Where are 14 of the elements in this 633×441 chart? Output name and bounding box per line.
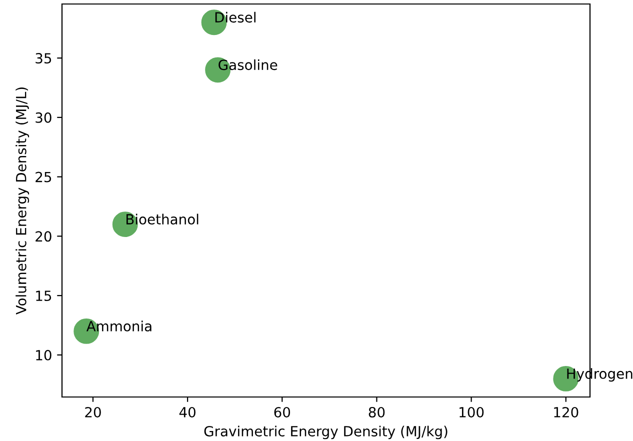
y-tick-label: 20 — [36, 231, 52, 242]
x-tick-label: 120 — [554, 406, 578, 418]
y-tick-label: 15 — [36, 290, 52, 302]
y-tick-label: 25 — [36, 172, 52, 182]
x-tick-label: 40 — [179, 406, 196, 418]
x-tick-label: 80 — [368, 406, 385, 418]
y-tick-label: 30 — [36, 112, 52, 123]
x-tick-label: 100 — [460, 406, 484, 418]
y-tick-label: 35 — [36, 53, 52, 64]
x-tick-label: 20 — [85, 406, 101, 418]
x-tick-label: 60 — [274, 406, 290, 418]
y-tick-label: 10 — [36, 350, 52, 360]
x-axis-title: Gravimetric Energy Density (MJ/kg) — [204, 426, 448, 440]
y-axis-title: Volumetric Energy Density (MJ/L) — [16, 88, 30, 315]
